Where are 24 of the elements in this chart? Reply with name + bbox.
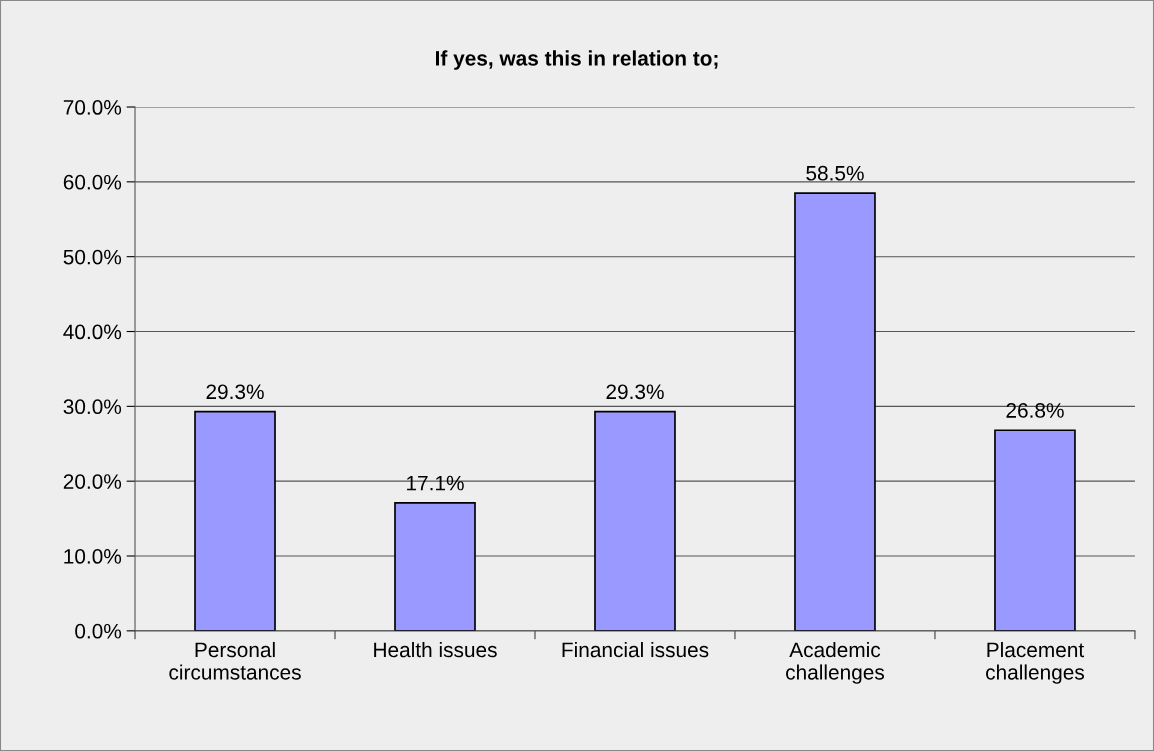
bar <box>594 410 676 631</box>
y-tick-label: 10.0% <box>64 549 122 564</box>
data-label: 26.8% <box>1006 403 1064 418</box>
bar <box>394 502 476 631</box>
x-tick-label: Personal circumstances <box>169 641 301 680</box>
data-label: 17.1% <box>407 475 464 491</box>
data-label: 29.3% <box>606 384 664 400</box>
y-tick-label: 30.0% <box>63 399 122 415</box>
y-tick-label: 50.0% <box>63 249 122 265</box>
bar <box>194 410 276 631</box>
chart-title: If yes, was this in relation to; <box>436 50 718 70</box>
x-tick-label: Academic challenges <box>786 641 885 684</box>
data-label: 58.5% <box>806 165 864 181</box>
x-tick-label: Health issues <box>374 641 497 658</box>
bar <box>794 192 876 631</box>
y-tick-label: 40.0% <box>63 324 122 340</box>
y-tick-label: 60.0% <box>63 174 122 190</box>
y-tick-label: 20.0% <box>63 474 122 489</box>
y-tick-label: 0.0% <box>75 623 122 639</box>
y-tick-label: 70.0% <box>63 100 122 115</box>
data-label: 29.3% <box>206 384 264 400</box>
bar <box>994 429 1076 631</box>
x-tick-label: Financial issues <box>562 641 709 658</box>
x-tick-label: Placement challenges <box>986 641 1085 684</box>
